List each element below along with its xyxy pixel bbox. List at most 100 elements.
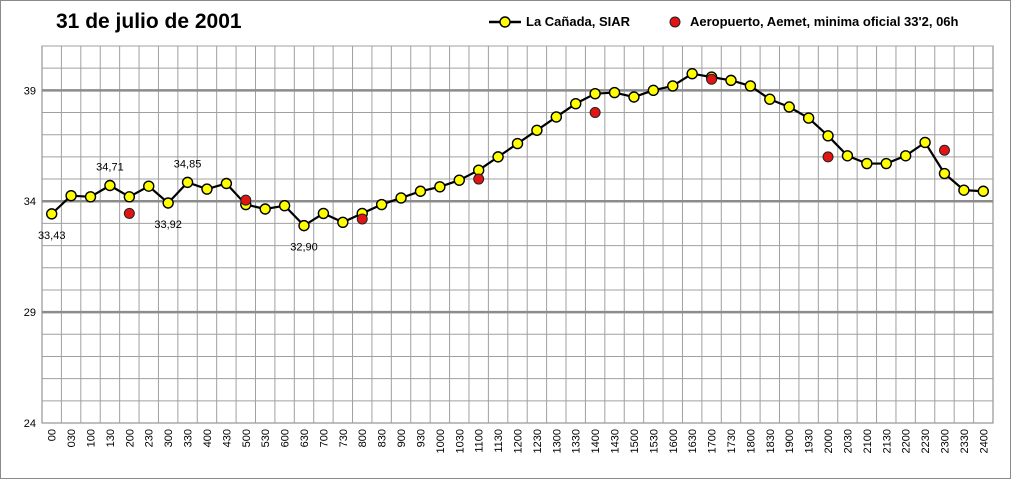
x-tick-label: 2200 (901, 429, 913, 453)
data-label: 34,85 (174, 158, 202, 170)
x-tick-label: 630 (299, 429, 311, 447)
y-axis-ticks: 24 29 34 39 (24, 85, 36, 430)
data-point-siar (123, 191, 136, 203)
x-tick-label: 1800 (745, 429, 757, 453)
series-aeropuerto (123, 73, 950, 225)
data-point-siar (861, 157, 873, 170)
x-tick-label: 1830 (765, 429, 777, 453)
data-point-siar (686, 68, 698, 80)
data-point-aeropuerto (938, 144, 950, 156)
legend-line-marker-icon (489, 15, 521, 28)
data-label: 32,90 (290, 242, 318, 254)
data-labels: 33,43 34,71 33,92 34,85 32,90 (38, 158, 318, 253)
legend-label-siar: La Cañada, SIAR (526, 14, 631, 29)
x-tick-label: 1200 (513, 429, 525, 453)
x-tick-label: 2330 (959, 429, 971, 453)
data-point-siar (841, 150, 854, 162)
data-point-siar (667, 80, 679, 92)
data-point-siar (46, 208, 58, 220)
x-tick-label: 1900 (784, 429, 796, 453)
x-tick-label: 230 (144, 429, 156, 447)
x-tick-label: 700 (318, 429, 330, 447)
data-point-siar (220, 177, 233, 190)
x-tick-label: 730 (338, 429, 350, 447)
data-point-siar (958, 184, 970, 196)
data-point-siar (802, 112, 815, 124)
data-label: 33,43 (38, 230, 66, 242)
x-tick-label: 900 (396, 429, 408, 447)
data-point-aeropuerto (356, 213, 368, 225)
y-tick-label: 24 (24, 418, 36, 430)
x-tick-label: 030 (66, 429, 78, 447)
data-point-aeropuerto (123, 207, 135, 219)
x-axis-ticks: 00 030 100 130 200 230 300 330 400 430 500 530 600 63… (47, 429, 991, 453)
data-point-siar (317, 207, 330, 220)
x-tick-label: 1100 (474, 429, 486, 453)
x-tick-label: 00 (47, 429, 59, 441)
data-point-siar (938, 167, 951, 180)
x-tick-label: 2000 (823, 429, 835, 453)
x-tick-label: 1530 (648, 429, 660, 453)
data-point-siar (744, 80, 757, 92)
x-tick-label: 2130 (881, 429, 893, 453)
data-point-siar (919, 136, 931, 149)
x-tick-label: 500 (241, 429, 253, 447)
data-point-siar (162, 197, 174, 209)
x-tick-label: 830 (377, 429, 389, 447)
x-tick-label: 1030 (454, 429, 466, 453)
x-tick-label: 1600 (668, 429, 680, 453)
data-point-siar (511, 137, 524, 150)
chart-title: 31 de julio de 2001 (56, 10, 242, 33)
y-tick-label: 34 (24, 196, 36, 208)
y-tick-label: 29 (24, 307, 36, 319)
x-tick-label: 530 (260, 429, 272, 447)
grid-lines (41, 45, 994, 424)
data-point-siar (647, 84, 660, 97)
data-point-aeropuerto (706, 73, 718, 85)
data-point-siar (434, 181, 446, 193)
data-point-aeropuerto (473, 173, 485, 185)
x-tick-label: 1300 (551, 429, 563, 453)
data-point-siar (201, 183, 213, 195)
x-tick-label: 1130 (493, 429, 505, 453)
series-siar (46, 68, 989, 232)
data-point-siar (337, 216, 349, 229)
x-tick-label: 2400 (978, 429, 990, 453)
x-tick-label: 330 (183, 429, 195, 447)
data-point-siar (395, 192, 407, 204)
x-tick-label: 2300 (939, 429, 951, 453)
x-tick-label: 430 (221, 429, 233, 447)
data-point-siar (278, 199, 291, 212)
x-tick-label: 2230 (920, 429, 932, 453)
x-tick-label: 930 (415, 429, 427, 447)
x-tick-label: 2030 (842, 429, 854, 453)
x-tick-label: 1400 (590, 429, 602, 453)
x-tick-label: 2100 (862, 429, 874, 453)
x-tick-label: 1730 (726, 429, 738, 453)
data-label: 33,92 (154, 219, 182, 231)
x-tick-label: 1330 (571, 429, 583, 453)
x-tick-label: 300 (163, 429, 175, 447)
x-tick-label: 1700 (707, 429, 719, 453)
data-point-aeropuerto (589, 107, 601, 119)
data-point-siar (570, 97, 582, 110)
data-point-siar (298, 219, 310, 232)
data-point-siar (880, 157, 892, 170)
data-point-siar (977, 185, 989, 197)
data-point-aeropuerto (822, 151, 834, 163)
x-tick-label: 1430 (610, 429, 622, 453)
x-tick-label: 1500 (629, 429, 641, 453)
data-point-siar (414, 185, 427, 197)
plot-area (41, 45, 994, 424)
legend-label-aeropuerto: Aeropuerto, Aemet, minima oficial 33'2, … (690, 14, 959, 29)
x-tick-label: 1630 (687, 429, 699, 453)
data-point-siar (608, 86, 621, 99)
data-point-siar (65, 189, 77, 202)
data-point-siar (143, 180, 155, 192)
x-tick-label: 800 (357, 429, 369, 447)
data-point-siar (104, 179, 116, 192)
data-point-siar (492, 151, 504, 163)
x-tick-label: 1000 (435, 429, 447, 453)
x-tick-label: 130 (105, 429, 117, 447)
y-tick-label: 39 (24, 85, 36, 97)
